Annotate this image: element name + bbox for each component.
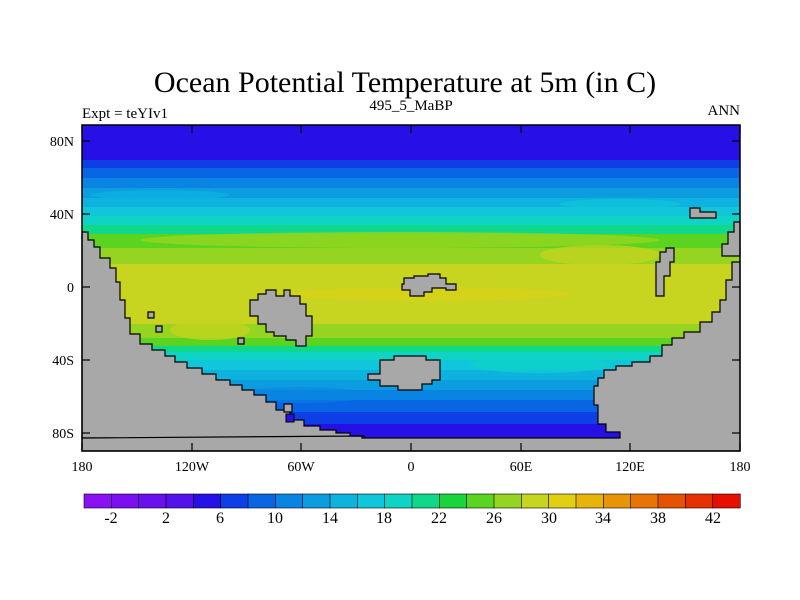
- colorbar-swatch: [165, 493, 194, 509]
- colorbar-swatch: [630, 493, 659, 509]
- colorbar-swatch: [193, 493, 222, 509]
- lon-axis: [81, 125, 741, 451]
- lat-axis: [82, 140, 740, 434]
- lat-label-80n: 80N: [50, 135, 74, 150]
- map-plot-area: [81, 124, 741, 452]
- colorbar-swatch: [548, 493, 577, 509]
- colorbar-label-38: 38: [650, 510, 666, 527]
- lon-label-60w: 60W: [287, 460, 315, 475]
- small-island-west: [147, 311, 155, 319]
- lat-label-80s: 80S: [52, 427, 74, 442]
- colorbar-label-14: 14: [322, 510, 338, 527]
- right-coast: [721, 221, 741, 257]
- lon-label-180w: 180: [72, 460, 93, 475]
- land-masses: [81, 207, 741, 452]
- colorbar-swatch: [220, 493, 249, 509]
- central-southern-continent: [367, 355, 441, 391]
- colorbar-swatch: [111, 493, 140, 509]
- lon-label-180e: 180: [730, 460, 751, 475]
- colorbar-swatch: [302, 493, 331, 509]
- colorbar-swatch: [712, 493, 741, 509]
- colorbar-swatch: [685, 493, 714, 509]
- lon-label-60e: 60E: [510, 460, 533, 475]
- colorbar-swatch: [521, 493, 550, 509]
- small-island-central: [237, 337, 245, 345]
- colorbar-swatch: [411, 493, 440, 509]
- colorbar-label-m2: -2: [104, 510, 117, 527]
- southern-continent: [81, 261, 741, 452]
- colorbar-swatch: [439, 493, 468, 509]
- colorbar-label-10: 10: [267, 510, 283, 527]
- colorbar-swatch: [275, 493, 304, 509]
- colorbar-swatch: [603, 493, 632, 509]
- colorbar-swatch: [575, 493, 604, 509]
- colorbar-swatch: [357, 493, 386, 509]
- colorbar-label-26: 26: [486, 510, 502, 527]
- inland-continent: [249, 289, 313, 347]
- season-label: ANN: [708, 103, 741, 119]
- colorbar-label-42: 42: [705, 510, 721, 527]
- lat-label-40n: 40N: [50, 208, 74, 223]
- colorbar-swatch: [493, 493, 522, 509]
- colorbar-label-30: 30: [541, 510, 557, 527]
- small-island-south: [283, 403, 293, 413]
- equatorial-island: [401, 273, 457, 297]
- map-title: Ocean Potential Temperature at 5m (in C): [154, 66, 656, 99]
- colorbar-label-22: 22: [431, 510, 447, 527]
- lat-label-40s: 40S: [52, 354, 74, 369]
- colorbar-swatch: [329, 493, 358, 509]
- colorbar-swatch: [138, 493, 167, 509]
- colorbar-swatch: [384, 493, 413, 509]
- period-label: 495_5_MaBP: [369, 98, 452, 114]
- colorbar-label-34: 34: [595, 510, 611, 527]
- colorbar-label-2: 2: [162, 510, 170, 527]
- colorbar: [83, 493, 741, 509]
- colorbar-swatch: [83, 493, 112, 509]
- western-continent: [81, 231, 365, 439]
- lon-label-0: 0: [408, 460, 415, 475]
- lon-label-120e: 120E: [615, 460, 645, 475]
- northern-island: [689, 207, 717, 219]
- lon-label-120w: 120W: [175, 460, 210, 475]
- colorbar-label-6: 6: [216, 510, 224, 527]
- eastern-island: [655, 247, 675, 297]
- colorbar-swatch: [657, 493, 686, 509]
- colorbar-swatch: [466, 493, 495, 509]
- colorbar-label-18: 18: [376, 510, 392, 527]
- lat-label-0: 0: [67, 281, 74, 296]
- small-island-west-2: [155, 325, 163, 333]
- colorbar-swatch: [247, 493, 276, 509]
- blue-patch: [285, 413, 295, 423]
- experiment-label: Expt = teYIv1: [82, 106, 168, 122]
